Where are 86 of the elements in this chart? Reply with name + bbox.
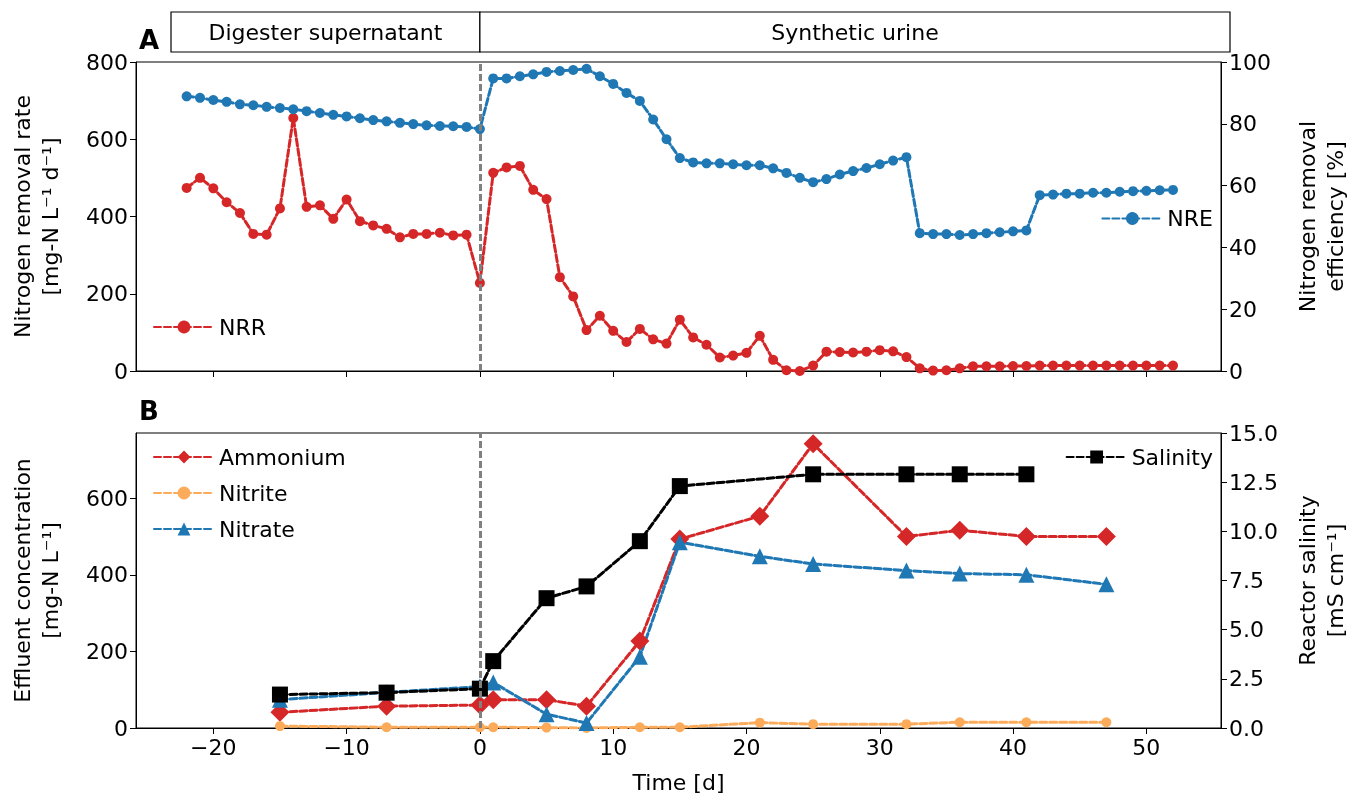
point: [1016, 526, 1036, 546]
y2-axis-title: Nitrogen removal efficiency [%]: [1294, 120, 1348, 313]
x-tick-label: 20: [732, 734, 761, 760]
y-axis-title: Nitrogen removal rate [mg-N L⁻¹ d⁻¹]: [9, 95, 63, 338]
x-tick-label: 10: [599, 734, 628, 760]
y2-tick-label: 7.5: [1229, 568, 1264, 593]
point: [1096, 526, 1116, 546]
legend-label: Nitrate: [219, 516, 295, 542]
legend-label: Salinity: [1131, 444, 1213, 470]
point: [1101, 717, 1112, 728]
point: [808, 719, 819, 730]
legend-label: Nitrite: [219, 480, 288, 506]
point: [950, 520, 970, 540]
y2-tick-label: 100: [1229, 49, 1271, 75]
x-tick-label: 50: [1132, 734, 1161, 760]
point: [898, 466, 915, 483]
point: [631, 648, 648, 665]
point: [671, 534, 688, 551]
x-axis-title: Time [d]: [631, 769, 725, 795]
y2-tick-label: 0.0: [1229, 715, 1264, 741]
y2-tick-label: 20: [1229, 296, 1257, 322]
text: Synthetic urine: [771, 19, 939, 45]
y-tick-label: 200: [86, 281, 128, 307]
point: [1021, 717, 1032, 728]
point: [538, 706, 555, 723]
y2-tick-label: 10.0: [1229, 518, 1278, 544]
x-tick-label: −10: [323, 734, 370, 760]
y2-tick-label: 15.0: [1229, 420, 1278, 446]
point: [954, 717, 965, 728]
y2-axis-title: Reactor salinity [mS cm⁻¹]: [1294, 495, 1348, 666]
point: [1018, 566, 1035, 583]
y2-tick-label: 0: [1229, 358, 1243, 384]
point: [751, 548, 768, 565]
point: [901, 719, 912, 730]
point: [577, 696, 597, 716]
point: [1018, 466, 1035, 483]
point: [485, 653, 502, 670]
point: [1098, 576, 1115, 593]
point: [898, 562, 915, 579]
legend-label: Ammonium: [219, 444, 346, 470]
point: [805, 556, 822, 573]
chart-title: B: [139, 396, 159, 426]
y2-tick-label: 40: [1229, 234, 1257, 260]
legend-label: NRR: [219, 314, 267, 340]
point: [754, 717, 765, 728]
y-tick-label: 800: [86, 49, 128, 75]
x-tick-label: −20: [190, 734, 237, 760]
y-tick-label: 600: [86, 126, 128, 152]
y2-tick-label: 12.5: [1229, 469, 1278, 495]
chart-title: A: [139, 25, 160, 55]
y-tick-label: 400: [86, 204, 128, 229]
point: [805, 466, 822, 483]
y2-tick-label: 80: [1229, 111, 1257, 137]
y-tick-label: 0: [114, 358, 128, 384]
x-tick-label: 40: [999, 734, 1028, 760]
point: [671, 478, 688, 495]
point: [483, 690, 503, 710]
y-tick-label: 600: [86, 485, 128, 511]
y-tick-label: 400: [86, 562, 128, 588]
point: [537, 690, 557, 710]
text: Digester supernatant: [208, 19, 443, 45]
point: [538, 590, 555, 607]
point: [896, 526, 916, 546]
point: [750, 506, 770, 526]
point: [951, 565, 968, 582]
point: [274, 721, 285, 732]
point: [488, 722, 499, 733]
y2-tick-label: 60: [1229, 173, 1257, 199]
point: [634, 722, 645, 733]
y2-tick-label: 5.0: [1229, 617, 1264, 643]
point: [631, 533, 648, 550]
y-axis-title: Effluent concentration [mg-N L⁻¹]: [9, 458, 63, 703]
point: [541, 722, 552, 733]
point: [803, 434, 823, 454]
point: [630, 631, 650, 651]
legend-label: NRE: [1167, 206, 1214, 231]
point: [381, 722, 392, 733]
point: [951, 466, 968, 483]
x-tick-label: 0: [472, 734, 487, 760]
point: [578, 578, 595, 595]
point: [271, 686, 288, 703]
y-tick-label: 200: [86, 638, 128, 664]
point: [674, 722, 685, 733]
x-tick-label: 30: [865, 734, 894, 760]
y-tick-label: 0: [114, 715, 128, 741]
y2-tick-label: 2.5: [1229, 666, 1264, 692]
